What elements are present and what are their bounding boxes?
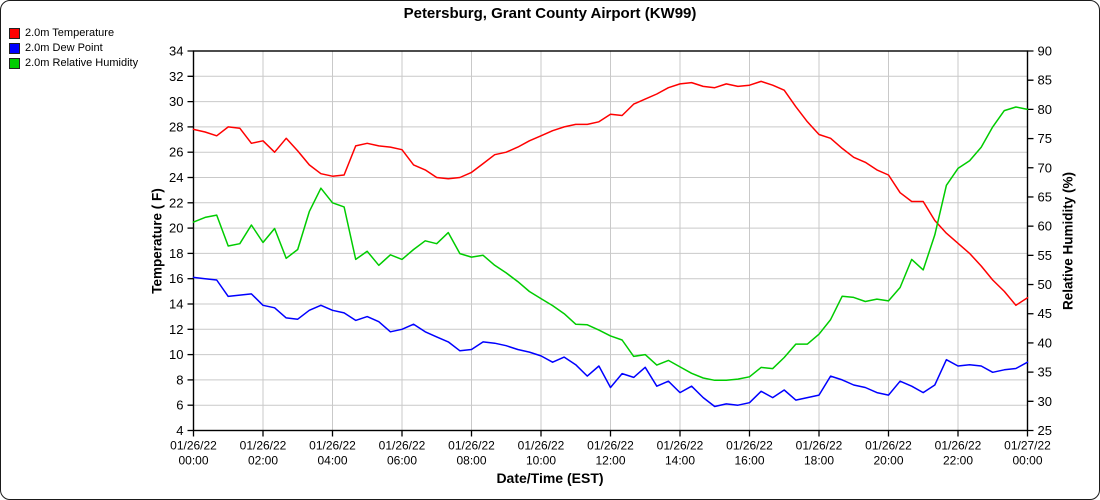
x-axis-title: Date/Time (EST) [496, 470, 604, 486]
svg-text:80: 80 [1038, 102, 1052, 117]
svg-text:70: 70 [1038, 160, 1052, 175]
legend-item-relative-humidity: 2.0m Relative Humidity [9, 58, 138, 69]
svg-text:14: 14 [169, 297, 183, 312]
svg-text:34: 34 [169, 44, 183, 59]
svg-text:4: 4 [176, 423, 183, 438]
svg-text:35: 35 [1038, 365, 1052, 380]
legend-label: 2.0m Relative Humidity [25, 57, 139, 69]
dew-point-swatch-icon [9, 43, 20, 54]
svg-text:16: 16 [169, 271, 183, 286]
temperature-swatch-icon [9, 28, 20, 39]
svg-text:50: 50 [1038, 277, 1052, 292]
legend-label: 2.0m Temperature [25, 27, 115, 39]
svg-text:60: 60 [1038, 219, 1052, 234]
chart-title: Petersburg, Grant County Airport (KW99) [403, 5, 697, 22]
svg-text:18: 18 [169, 246, 183, 261]
svg-text:25: 25 [1038, 423, 1052, 438]
svg-text:30: 30 [1038, 394, 1052, 409]
legend: 2.0m Temperature 2.0m Dew Point 2.0m Rel… [9, 28, 138, 69]
svg-text:8: 8 [176, 372, 183, 387]
svg-text:85: 85 [1038, 73, 1052, 88]
svg-text:45: 45 [1038, 306, 1052, 321]
svg-text:40: 40 [1038, 335, 1052, 350]
svg-text:28: 28 [169, 119, 183, 134]
svg-text:22: 22 [169, 195, 183, 210]
svg-text:90: 90 [1038, 44, 1052, 59]
legend-item-dew-point: 2.0m Dew Point [9, 43, 138, 54]
svg-text:10: 10 [169, 347, 183, 362]
svg-text:75: 75 [1038, 131, 1052, 146]
svg-text:65: 65 [1038, 189, 1052, 204]
legend-item-temperature: 2.0m Temperature [9, 28, 138, 39]
svg-text:12: 12 [169, 322, 183, 337]
relative-humidity-swatch-icon [9, 58, 20, 69]
svg-text:32: 32 [169, 69, 183, 84]
svg-text:24: 24 [169, 170, 183, 185]
legend-label: 2.0m Dew Point [25, 42, 103, 54]
svg-text:55: 55 [1038, 248, 1052, 263]
svg-text:20: 20 [169, 221, 183, 236]
svg-text:26: 26 [169, 145, 183, 160]
svg-text:30: 30 [169, 94, 183, 109]
svg-text:6: 6 [176, 398, 183, 413]
